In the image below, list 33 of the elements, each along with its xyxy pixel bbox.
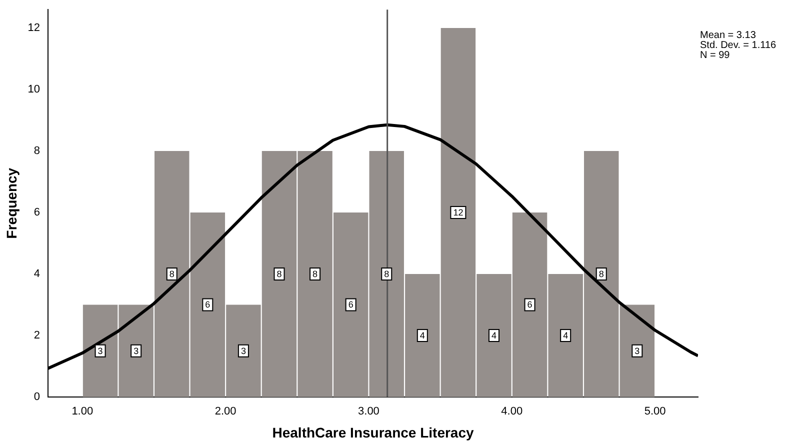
data-label: 3	[134, 346, 139, 356]
y-axis-title: Frequency	[3, 168, 20, 239]
x-tick-label: 3.00	[358, 406, 380, 418]
x-tick-label: 4.00	[501, 406, 523, 418]
data-label: 8	[312, 269, 318, 279]
text: N = 99	[700, 50, 730, 61]
data-label: 6	[527, 300, 532, 310]
y-tick-label: 4	[34, 268, 40, 280]
data-label: 3	[634, 346, 640, 356]
data-label: 4	[491, 330, 496, 340]
x-tick-label: 1.00	[72, 406, 94, 418]
data-label: 12	[453, 208, 464, 218]
data-label: 8	[169, 269, 174, 279]
x-axis-title: HealthCare Insurance Literacy	[272, 424, 474, 440]
data-label: 4	[563, 330, 568, 340]
data-label: 4	[420, 330, 425, 340]
y-tick-label: 2	[34, 330, 40, 342]
y-tick-label: 6	[34, 206, 40, 219]
y-tick-label: 0	[34, 391, 40, 404]
y-tick-label: 12	[28, 22, 40, 34]
data-label: 8	[384, 269, 390, 279]
data-label: 6	[205, 300, 210, 310]
x-tick-label: 2.00	[214, 406, 236, 418]
text: Mean = 3.13	[700, 30, 756, 41]
y-tick-label: 10	[28, 84, 40, 96]
data-label: 6	[348, 300, 354, 310]
data-label: 8	[276, 269, 282, 279]
data-label: 3	[240, 346, 246, 356]
text: Std. Dev. = 1.116	[700, 40, 777, 51]
y-tick-label: 8	[34, 145, 40, 158]
data-label: 3	[98, 346, 103, 356]
data-label: 8	[598, 269, 604, 279]
x-tick-label: 5.00	[644, 406, 666, 418]
